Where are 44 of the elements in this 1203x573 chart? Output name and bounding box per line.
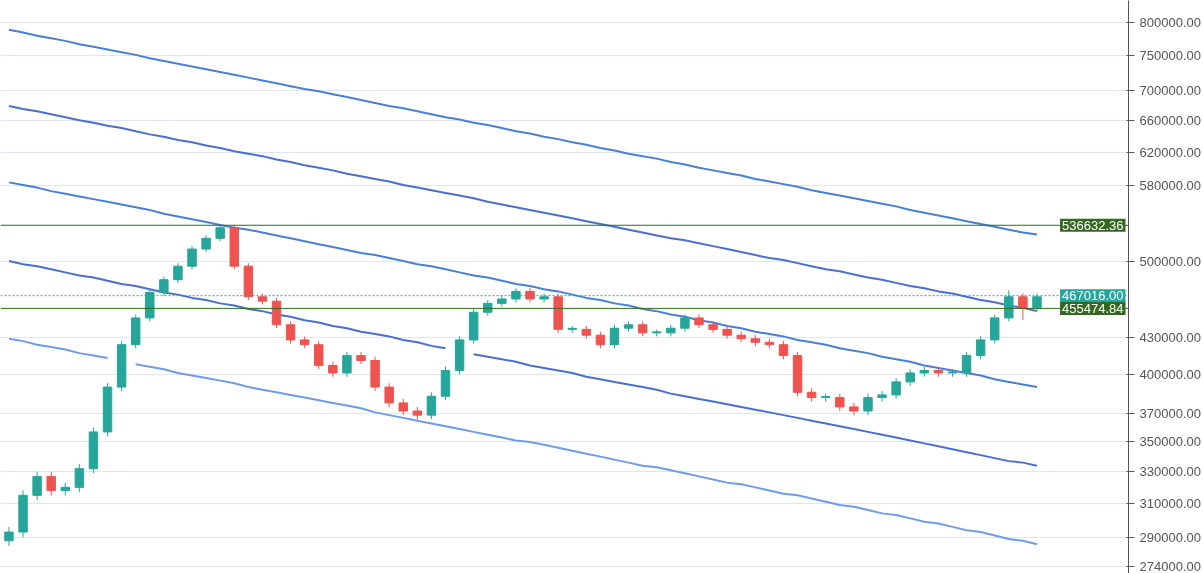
y-tick-label: 700000.00 xyxy=(1139,83,1201,99)
y-tick-label: 350000.00 xyxy=(1139,434,1201,450)
candlestick xyxy=(46,471,56,496)
y-tick-label: 330000.00 xyxy=(1139,464,1201,480)
candlestick xyxy=(961,351,972,378)
ref-line-label: 467016.00 xyxy=(1062,288,1124,304)
y-tick-label: 660000.00 xyxy=(1139,112,1201,128)
candlestick xyxy=(778,340,789,360)
candlestick xyxy=(609,324,620,349)
candlestick xyxy=(426,391,437,420)
y-tick-label: 310000.00 xyxy=(1139,495,1201,511)
candlestick xyxy=(187,245,197,270)
y-tick-label: 500000.00 xyxy=(1139,253,1201,269)
candlestick xyxy=(708,320,718,334)
candlestick xyxy=(314,340,324,370)
ref-line-label: 455474.84 xyxy=(1062,300,1124,316)
candlestick xyxy=(356,351,366,365)
y-tick-label: 620000.00 xyxy=(1139,144,1201,160)
candlestick xyxy=(173,262,183,284)
y-tick-label: 290000.00 xyxy=(1139,529,1201,545)
candlestick xyxy=(877,390,887,403)
candlestick xyxy=(1018,293,1028,321)
candlestick xyxy=(891,377,901,400)
line-series xyxy=(7,28,1038,236)
candlestick xyxy=(285,320,296,344)
candlestick xyxy=(342,351,352,378)
candlestick xyxy=(863,393,873,416)
y-tick-label: 750000.00 xyxy=(1139,48,1201,64)
ref-line-label: 536632.36 xyxy=(1062,217,1124,233)
y-tick-label: 370000.00 xyxy=(1139,406,1201,422)
candlestick xyxy=(989,314,1000,344)
candlestick xyxy=(271,297,282,329)
candlestick xyxy=(384,382,394,408)
y-tick-label: 800000.00 xyxy=(1139,15,1201,31)
y-tick-label: 430000.00 xyxy=(1139,330,1201,346)
candlestick xyxy=(74,463,85,493)
candlestick xyxy=(32,471,42,501)
y-tick-label: 400000.00 xyxy=(1139,366,1201,382)
line-series xyxy=(7,181,1038,389)
y-tick-label: 580000.00 xyxy=(1139,178,1201,194)
candlestick xyxy=(4,526,14,547)
y-tick-label: 274000.00 xyxy=(1139,558,1201,573)
candlestick xyxy=(849,402,859,416)
candlestick xyxy=(975,335,986,360)
